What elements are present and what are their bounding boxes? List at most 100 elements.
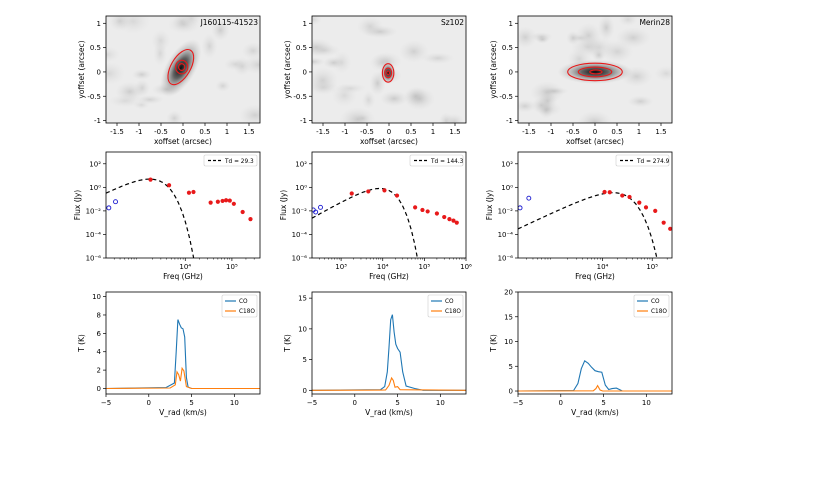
reference-flux-point bbox=[518, 205, 523, 211]
x-tick-label: 0.5 bbox=[405, 128, 416, 136]
noise-blob bbox=[356, 16, 384, 37]
legend: Td = 144.3 bbox=[409, 154, 464, 167]
y-axis-label: T (K) bbox=[489, 334, 498, 353]
y-axis-label: T (K) bbox=[283, 334, 292, 353]
x-tick-label: 1 bbox=[637, 128, 641, 136]
y-tick-label: 20 bbox=[504, 289, 513, 297]
y-axis-label: yoffset (arcsec) bbox=[283, 40, 292, 98]
observed-flux-point bbox=[240, 209, 245, 215]
legend-label: C18O bbox=[239, 309, 255, 315]
contour-level bbox=[174, 59, 189, 75]
axes-frame bbox=[517, 151, 673, 259]
noise-blob bbox=[577, 110, 612, 123]
legend: CO C18O bbox=[427, 294, 464, 318]
y-tick-label: 10⁰ bbox=[295, 184, 307, 192]
contour-level bbox=[386, 70, 390, 76]
noise-blob bbox=[597, 16, 615, 41]
observed-flux-point bbox=[447, 217, 452, 222]
plot-area bbox=[106, 319, 260, 390]
legend: Td = 274.9 bbox=[615, 154, 670, 167]
noise-blob bbox=[339, 107, 376, 123]
panel-r1-c0: Td = 29.3 10⁴ 10⁵ 10⁻⁶ 10⁻⁴ 10⁻² 10⁰ 10² Freq (G… bbox=[73, 151, 261, 281]
noise-blob bbox=[518, 26, 538, 49]
y-tick-label: 6 bbox=[97, 330, 102, 338]
x-tick-label: 1.5 bbox=[655, 128, 666, 136]
y-tick-label: 0 bbox=[509, 388, 513, 396]
noise-blob bbox=[151, 29, 171, 52]
plot-area bbox=[312, 314, 466, 391]
plot-area bbox=[106, 177, 253, 258]
model-sed-curve bbox=[518, 192, 658, 258]
y-tick-label: 10² bbox=[295, 160, 307, 168]
contour-level bbox=[381, 63, 395, 83]
y-tick-label: 0.5 bbox=[90, 44, 101, 52]
noise-blob bbox=[361, 90, 376, 110]
y-tick-label: 1 bbox=[303, 20, 307, 28]
plot-area bbox=[312, 16, 466, 123]
noise-blob bbox=[131, 69, 152, 80]
observed-flux-point bbox=[366, 189, 371, 194]
observed-flux-point bbox=[148, 177, 153, 182]
observed-flux-point bbox=[413, 205, 418, 210]
noise-blob bbox=[312, 16, 322, 26]
y-tick-label: 0 bbox=[303, 68, 307, 76]
x-axis-label: V_rad (km/s) bbox=[571, 408, 619, 417]
y-tick-label: 15 bbox=[298, 295, 307, 303]
y-tick-label: 10⁻⁴ bbox=[86, 231, 102, 239]
x-tick-label: 10⁵ bbox=[646, 263, 658, 271]
plot-area bbox=[312, 187, 459, 258]
noise-blob bbox=[312, 80, 339, 96]
y-tick-label: 10⁰ bbox=[501, 184, 513, 192]
y-tick-label: 10 bbox=[298, 325, 307, 333]
y-tick-label: 0 bbox=[509, 68, 513, 76]
x-tick-label: 0.5 bbox=[611, 128, 622, 136]
observed-flux-point bbox=[627, 194, 632, 200]
plot-area bbox=[518, 16, 672, 123]
noise-blob bbox=[592, 48, 606, 62]
noise-blob bbox=[380, 90, 409, 107]
noise-blob bbox=[133, 100, 150, 110]
y-axis-label: Flux (Jy) bbox=[279, 190, 288, 221]
legend-label: Td = 29.3 bbox=[224, 159, 254, 165]
x-tick-label: 10 bbox=[642, 399, 651, 407]
y-tick-label: -1 bbox=[300, 117, 307, 125]
x-tick-label: 10⁶ bbox=[460, 263, 472, 271]
contour-level bbox=[178, 63, 186, 72]
contour-level bbox=[567, 62, 623, 82]
observed-flux-point bbox=[208, 200, 213, 205]
x-tick-label: -1 bbox=[342, 128, 349, 136]
x-tick-label: -0.5 bbox=[154, 128, 168, 136]
x-tick-label: 1 bbox=[225, 128, 229, 136]
noise-blob bbox=[540, 86, 569, 96]
reference-flux-point bbox=[106, 205, 112, 211]
noise-blob bbox=[211, 19, 230, 42]
y-tick-label: 10⁻⁶ bbox=[292, 255, 308, 263]
series-line-c18o bbox=[106, 366, 260, 390]
observed-flux-point bbox=[661, 220, 666, 225]
x-tick-label: -1.5 bbox=[316, 128, 330, 136]
axes-frame bbox=[517, 291, 673, 395]
observed-flux-point bbox=[653, 208, 658, 213]
legend-label: Td = 144.3 bbox=[430, 159, 464, 165]
y-tick-label: 0 bbox=[97, 68, 101, 76]
y-axis-label: Flux (Jy) bbox=[485, 190, 494, 221]
observed-flux-point bbox=[227, 198, 232, 203]
panel-r1-c2: Td = 274.9 10⁴ 10⁵ 10⁻⁶ 10⁻⁴ 10⁻² 10⁰ 10² Freq (… bbox=[485, 151, 673, 281]
reference-flux-point bbox=[113, 199, 118, 205]
x-tick-label: −5 bbox=[101, 399, 111, 407]
noise-blob bbox=[238, 104, 260, 123]
x-tick-label: 5 bbox=[189, 399, 193, 407]
x-axis-label: xoffset (arcsec) bbox=[566, 137, 624, 146]
observed-flux-point bbox=[231, 201, 236, 206]
noise-blob bbox=[627, 95, 654, 108]
noise-blob bbox=[444, 113, 465, 123]
x-axis-label: Freq (GHz) bbox=[369, 272, 409, 281]
observed-flux-point bbox=[607, 190, 612, 195]
y-tick-label: 0 bbox=[97, 385, 101, 393]
observed-flux-point bbox=[668, 226, 672, 231]
panel-r0-c0: J160115-41523 -1.5 -1 -0.5 0 0.5 1 1.5 -1 -0.5 0 0.… bbox=[77, 15, 261, 146]
x-tick-label: 10⁵ bbox=[419, 263, 431, 271]
contour-level bbox=[589, 69, 603, 75]
